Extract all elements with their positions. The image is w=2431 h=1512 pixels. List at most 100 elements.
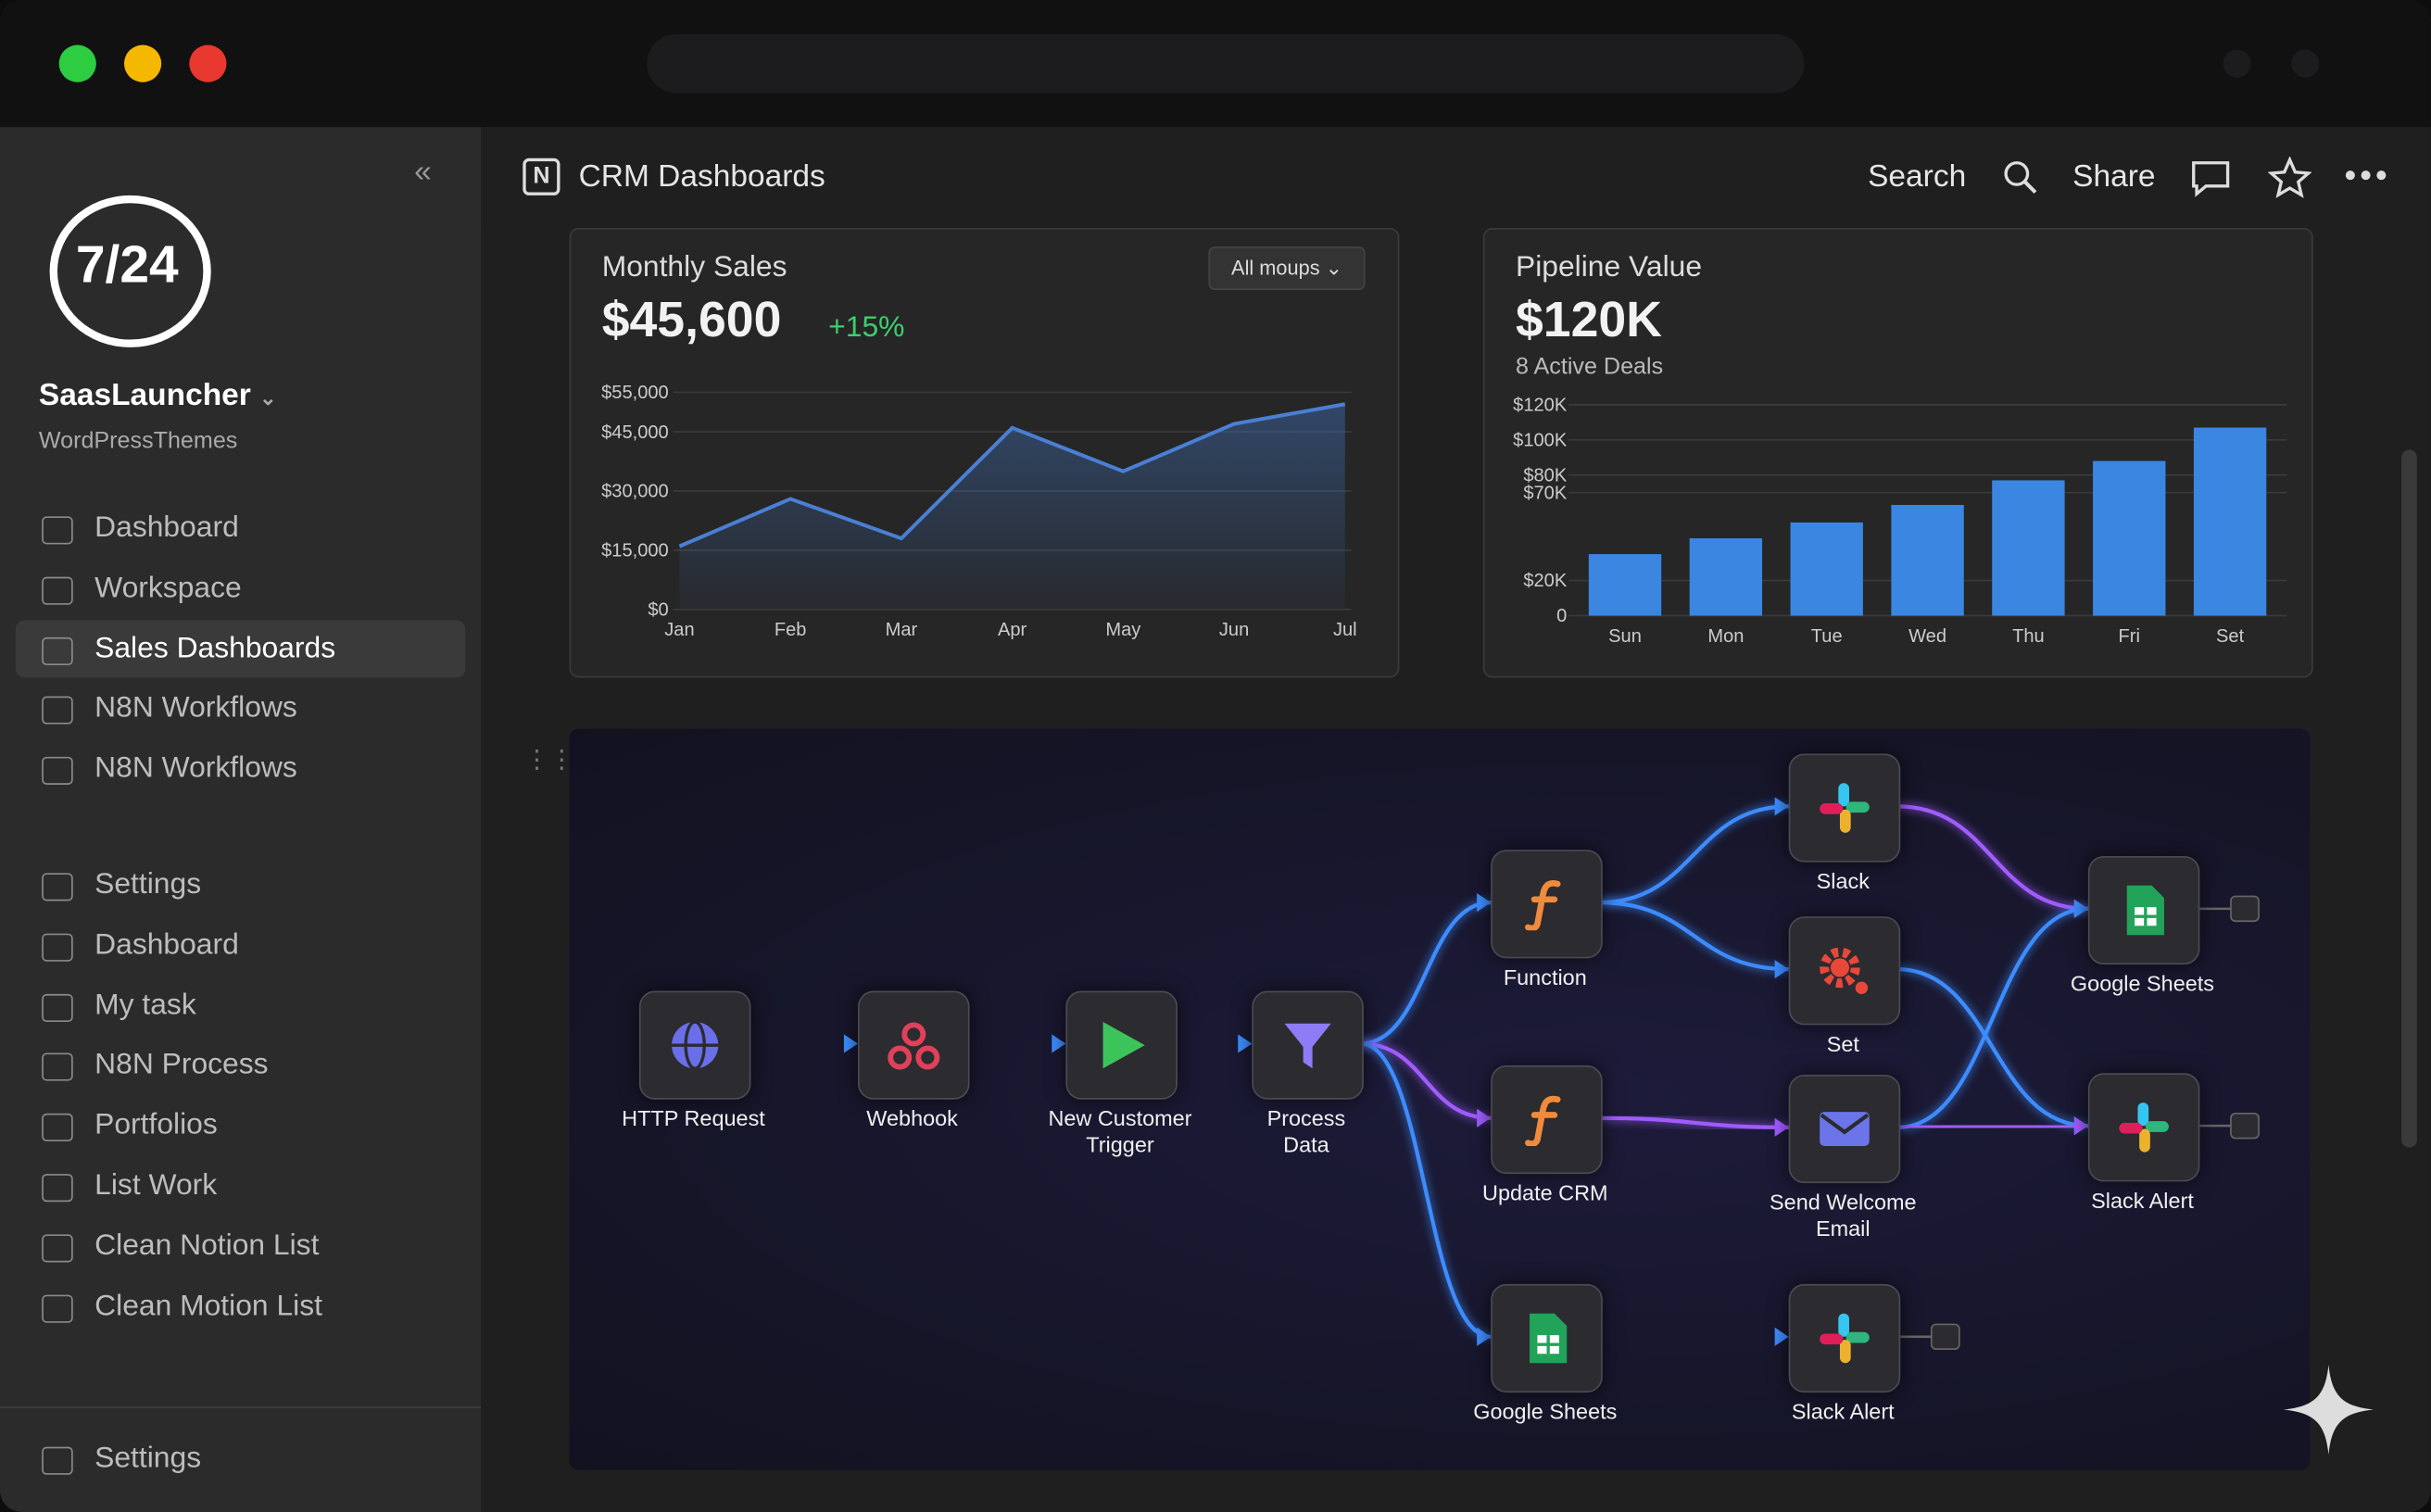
workflow-node[interactable] <box>2087 1073 2200 1182</box>
nav-icon <box>42 1446 73 1475</box>
workflow-node[interactable] <box>1788 753 1901 863</box>
node-label: Webhook <box>866 1105 958 1131</box>
more-icon[interactable] <box>2342 168 2388 183</box>
node-icon <box>1525 880 1561 931</box>
brand[interactable]: SaasLauncher ⌄ <box>39 378 277 413</box>
nav-item[interactable]: Dashboard <box>94 511 239 545</box>
drag-handle[interactable]: ⋮⋮ <box>523 747 574 775</box>
x-tick-label: Jun <box>1219 620 1249 640</box>
arrow <box>1774 960 1789 979</box>
workflow-node[interactable] <box>857 990 970 1100</box>
nav-item[interactable]: Clean Notion List <box>94 1228 320 1263</box>
arrow <box>1774 1327 1789 1346</box>
arrow <box>1774 797 1789 816</box>
y-tick-label: $55,000 <box>601 383 669 403</box>
nav-item[interactable]: N8N Workflows <box>94 752 297 786</box>
area <box>679 404 1345 610</box>
y-tick-label: $45,000 <box>601 422 669 443</box>
page-title: CRM Dashboards <box>578 159 825 195</box>
window-control <box>2291 49 2320 78</box>
arrow <box>2073 1116 2088 1136</box>
node-label: Send Welcome Email <box>1770 1189 1917 1241</box>
y-tick-label: $100K <box>1513 431 1568 451</box>
nav-item[interactable]: Workspace <box>94 572 242 605</box>
x-tick-label: Jan <box>664 620 694 640</box>
nav-item[interactable]: Settings <box>94 1442 202 1475</box>
divider <box>0 1406 482 1408</box>
workflow-node[interactable] <box>638 990 751 1100</box>
nav-item[interactable]: Portfolios <box>94 1109 218 1142</box>
workflow-node[interactable] <box>1788 916 1901 1026</box>
node-label: Google Sheets <box>1473 1398 1618 1424</box>
nav-icon <box>42 1053 73 1082</box>
nav-item[interactable]: N8N Workflows <box>94 692 297 725</box>
bar <box>1588 554 1662 616</box>
filter-label: All moups <box>1231 256 1320 280</box>
window-button[interactable] <box>123 44 162 82</box>
star-icon[interactable] <box>2268 157 2312 200</box>
nav-icon <box>42 697 73 725</box>
node-label: Set <box>1826 1031 1859 1056</box>
panel-title: Monthly Sales <box>601 251 787 284</box>
nav-item[interactable]: Dashboard <box>94 928 239 962</box>
brand-name: SaasLauncher <box>38 378 251 413</box>
arrow <box>1052 1034 1066 1053</box>
arrow <box>2073 899 2088 918</box>
collapse-icon[interactable]: « <box>414 155 432 190</box>
search-button[interactable]: Search <box>1868 159 1967 195</box>
search-icon[interactable] <box>2001 158 2038 195</box>
scrollbar[interactable] <box>2401 449 2417 1148</box>
brand-subtitle: WordPressThemes <box>38 427 238 455</box>
share-button[interactable]: Share <box>2072 159 2156 195</box>
chevron: ⌄ <box>259 385 277 410</box>
line <box>678 402 1346 548</box>
node-icon <box>1530 1313 1568 1364</box>
node-icon <box>1820 1313 1870 1364</box>
arrow <box>1477 1108 1492 1128</box>
node-label: Process Data <box>1266 1105 1346 1157</box>
node-icon <box>1820 947 1869 994</box>
nav-icon <box>42 993 73 1022</box>
comment-icon[interactable] <box>2190 158 2231 199</box>
y-tick-label: $15,000 <box>601 541 669 561</box>
workflow-node[interactable] <box>1252 990 1364 1100</box>
nav-item[interactable]: Sales Dashboards <box>94 632 336 665</box>
sparkle-icon[interactable] <box>2281 1362 2377 1458</box>
arrow <box>1774 1117 1789 1137</box>
address-bar[interactable] <box>647 33 1805 94</box>
workflow-node[interactable] <box>2087 855 2200 965</box>
nav-item[interactable]: N8N Process <box>94 1049 269 1082</box>
node-icon <box>672 1020 719 1070</box>
nav-item[interactable]: Settings <box>94 868 202 901</box>
connection <box>1360 1041 1492 1120</box>
window-button[interactable] <box>189 44 227 82</box>
y-tick-label: $80K <box>1523 465 1568 485</box>
connection <box>1599 901 1789 972</box>
workflow-node[interactable] <box>1491 850 1603 959</box>
nav-item[interactable]: Clean Motion List <box>94 1289 322 1323</box>
connection <box>1599 1115 1789 1129</box>
workflow-node[interactable] <box>1491 1065 1603 1175</box>
logo-text: 7/24 <box>75 235 179 296</box>
filter-dropdown[interactable]: All moups ⌄ <box>1208 246 1366 291</box>
workflow-node[interactable] <box>1065 990 1178 1100</box>
nav-item[interactable]: List Work <box>94 1169 218 1203</box>
window-button[interactable] <box>58 44 96 82</box>
workflow-node[interactable] <box>1788 1074 1901 1184</box>
node-icon <box>1102 1022 1145 1069</box>
workflow-node[interactable] <box>1491 1283 1603 1393</box>
x-tick-label: Feb <box>775 620 807 640</box>
stub-end <box>1930 1323 1960 1351</box>
sidebar: « 7/24 SaasLauncher ⌄ WordPressThemes Da… <box>0 127 482 1512</box>
x-tick-label: Mar <box>886 620 918 640</box>
stub-end <box>2230 1112 2260 1140</box>
headline: $120K <box>1515 291 1662 347</box>
nav-icon <box>42 1174 73 1203</box>
window-control <box>2223 49 2251 78</box>
node-icon <box>2126 885 2164 936</box>
bar <box>1891 504 1964 616</box>
nav-item[interactable]: My task <box>94 989 196 1022</box>
workflow-node[interactable] <box>1788 1283 1901 1393</box>
x-tick-label: Sun <box>1608 626 1642 647</box>
connection <box>1360 1041 1492 1339</box>
